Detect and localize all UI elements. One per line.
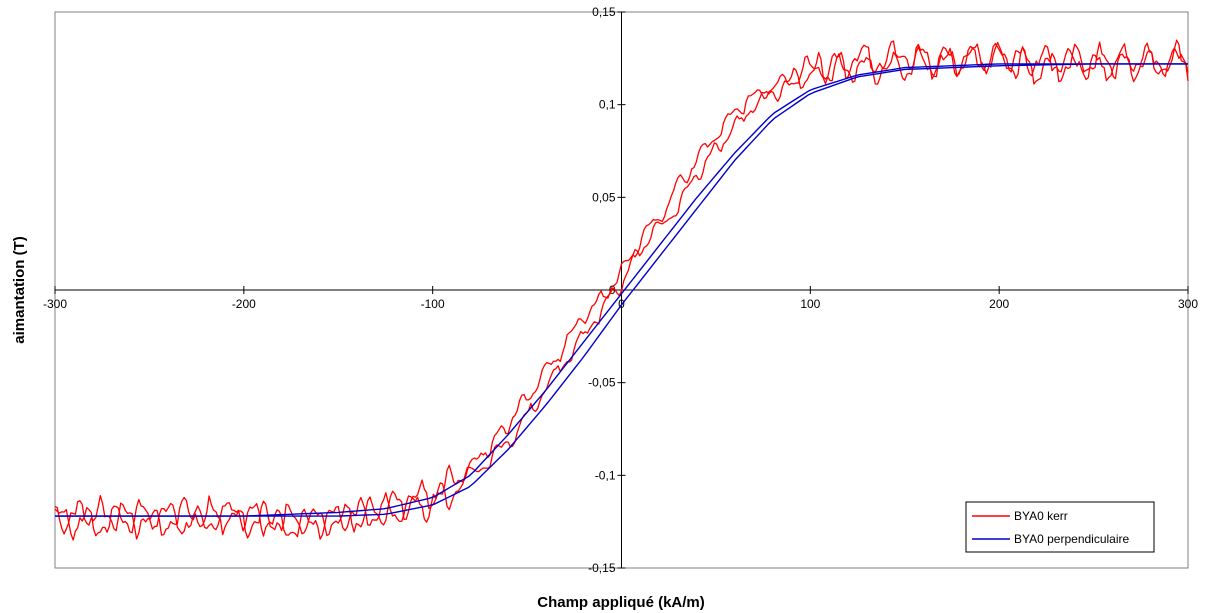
x-tick-label: -300 xyxy=(43,297,67,311)
axis-ticks: -300 -200 -100 0 100 200 300-0,15-0,1-0,0500,0… xyxy=(43,5,1198,575)
x-axis-title: Champ appliqué (kA/m) xyxy=(537,594,705,611)
y-tick-label: -0,15 xyxy=(588,561,616,575)
x-tick-label: 200 xyxy=(989,297,1009,311)
legend-label-kerr: BYA0 kerr xyxy=(1014,509,1068,523)
y-tick-label: 0,1 xyxy=(599,98,616,112)
x-tick-label: 300 xyxy=(1178,297,1198,311)
series-perpendiculaire-branch-down xyxy=(55,63,1188,517)
legend-box xyxy=(965,501,1155,553)
x-tick-label: -100 xyxy=(421,297,445,311)
legend: BYA0 kerr BYA0 perpendiculaire xyxy=(965,501,1155,553)
y-tick-label: 0,15 xyxy=(592,5,616,19)
series-kerr-branch-up xyxy=(54,39,1189,541)
y-tick-label: 0,05 xyxy=(592,190,616,204)
x-tick-label: -200 xyxy=(232,297,256,311)
y-tick-label: -0,1 xyxy=(595,468,616,482)
y-axis-title: aimantation (T) xyxy=(11,236,28,344)
series-group xyxy=(54,39,1189,541)
legend-label-perpendiculaire: BYA0 perpendiculaire xyxy=(1014,532,1130,546)
series-kerr-branch-down xyxy=(54,40,1189,540)
y-tick-label: -0,05 xyxy=(588,376,616,390)
x-tick-label: 100 xyxy=(800,297,820,311)
